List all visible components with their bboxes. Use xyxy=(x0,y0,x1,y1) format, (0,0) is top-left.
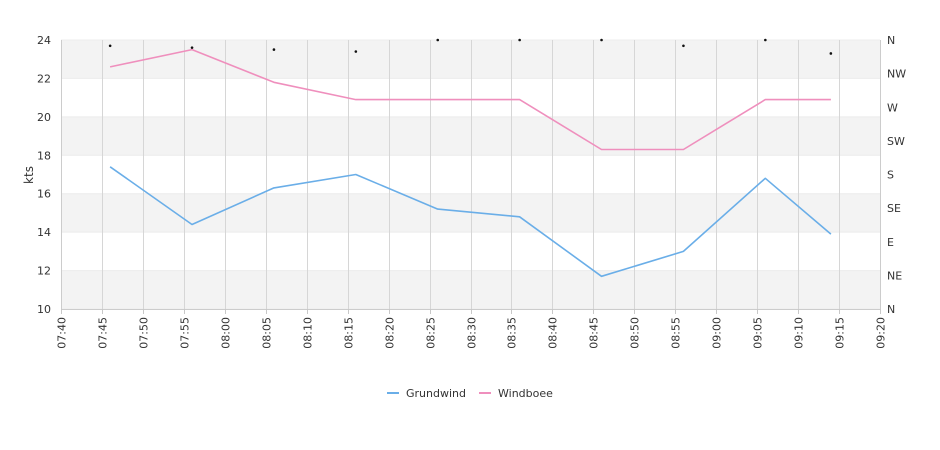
direction-marker xyxy=(829,52,833,55)
x-tick-label: 07:50 xyxy=(138,317,151,349)
y-tick-label: 22 xyxy=(37,72,51,85)
legend: Grundwind Windboee xyxy=(387,387,553,400)
direction-marker xyxy=(682,44,685,48)
y-tick-label: 12 xyxy=(37,265,51,278)
series-line-windboee xyxy=(109,48,831,151)
x-tick-label: 08:20 xyxy=(384,317,397,349)
legend-label: Windboee xyxy=(498,387,553,400)
y-tick-label: 20 xyxy=(37,111,51,124)
x-tick-label: 09:05 xyxy=(752,317,765,349)
x-tick-label: 08:35 xyxy=(506,317,519,349)
y-tick-label: 24 xyxy=(37,34,51,47)
direction-marker xyxy=(436,38,440,42)
y-tick-label: 18 xyxy=(37,149,51,162)
y-tick-label: 14 xyxy=(37,226,51,239)
direction-marker xyxy=(272,48,276,51)
direction-marker xyxy=(354,50,358,53)
direction-markers xyxy=(108,38,833,55)
direction-tick-label: N xyxy=(887,303,895,316)
x-tick-label: 08:25 xyxy=(425,317,438,349)
direction-marker xyxy=(600,38,603,42)
x-tick-label: 09:10 xyxy=(793,317,806,349)
x-tick-label: 09:15 xyxy=(834,317,847,349)
x-tick-label: 09:00 xyxy=(711,317,724,349)
direction-tick-label: SE xyxy=(887,202,901,215)
x-axis-ticks: 07:40 07:45 07:50 07:55 08:00 08:05 08:10 08:15… xyxy=(56,309,888,349)
direction-tick-label: NW xyxy=(887,68,906,81)
y-axis-ticks: 10 12 14 16 18 20 22 24 xyxy=(37,34,51,316)
y-axis-label: kts xyxy=(22,166,36,184)
direction-tick-label: E xyxy=(887,236,894,249)
x-tick-label: 08:05 xyxy=(261,317,274,349)
direction-marker xyxy=(764,38,767,42)
series-lines xyxy=(109,48,832,278)
y-tick-label: 10 xyxy=(37,303,51,316)
series-line-grundwind xyxy=(109,166,832,278)
direction-tick-label: NE xyxy=(887,269,902,282)
x-tick-label: 07:55 xyxy=(179,317,192,349)
x-tick-label: 08:30 xyxy=(466,317,479,349)
direction-marker xyxy=(518,38,521,42)
direction-tick-label: SW xyxy=(887,135,905,148)
direction-marker xyxy=(108,44,112,48)
x-tick-label: 07:45 xyxy=(97,317,110,349)
y-tick-label: 16 xyxy=(37,188,51,201)
direction-tick-label: S xyxy=(887,169,894,182)
x-tick-label: 08:00 xyxy=(220,317,233,349)
background-band xyxy=(61,40,880,79)
x-tick-label: 07:40 xyxy=(56,317,69,349)
background-band xyxy=(61,116,880,156)
background-band xyxy=(61,270,880,309)
x-tick-label: 08:45 xyxy=(588,317,601,349)
x-tick-label: 08:55 xyxy=(670,317,683,349)
direction-tick-label: W xyxy=(887,101,898,114)
direction-tick-label: N xyxy=(887,34,895,47)
axes xyxy=(61,40,881,310)
x-tick-label: 08:10 xyxy=(302,317,315,349)
legend-label: Grundwind xyxy=(406,387,466,400)
vertical-gridlines xyxy=(61,40,881,309)
x-tick-label: 08:15 xyxy=(343,317,356,349)
direction-marker xyxy=(190,46,194,49)
direction-axis-ticks: N NE E SE S SW W NW N xyxy=(887,34,906,316)
x-tick-label: 08:50 xyxy=(629,317,642,349)
x-tick-label: 08:40 xyxy=(547,317,560,349)
x-tick-label: 09:20 xyxy=(875,317,888,349)
